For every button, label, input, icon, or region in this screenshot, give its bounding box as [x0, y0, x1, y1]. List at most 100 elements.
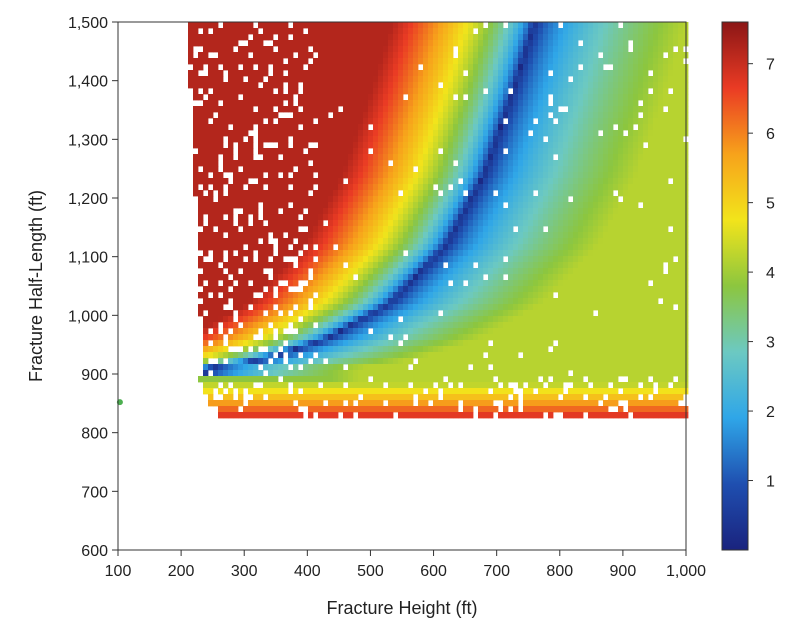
heatmap-cell — [433, 160, 439, 167]
heatmap-cell — [348, 280, 354, 287]
heatmap-cell — [598, 196, 604, 203]
heatmap-cell — [353, 244, 359, 251]
heatmap-cell — [268, 208, 274, 215]
heatmap-cell — [438, 106, 444, 113]
heatmap-cell — [543, 316, 549, 323]
heatmap-cell — [328, 124, 334, 131]
heatmap-cell — [373, 112, 379, 119]
heatmap-cell — [568, 52, 574, 59]
heatmap-cell — [628, 190, 634, 197]
heatmap-cell — [263, 100, 269, 107]
heatmap-cell — [443, 244, 449, 251]
heatmap-cell — [383, 46, 389, 53]
heatmap-cell — [308, 334, 314, 341]
heatmap-cell — [658, 40, 664, 47]
heatmap-cell — [283, 220, 289, 227]
heatmap-cell — [393, 124, 399, 131]
heatmap-cell — [278, 124, 284, 131]
heatmap-cell — [228, 94, 234, 101]
heatmap-cell — [593, 112, 599, 119]
heatmap-cell — [468, 94, 474, 101]
heatmap-cell — [258, 298, 264, 305]
heatmap-cell — [503, 106, 509, 113]
heatmap-cell — [588, 70, 594, 77]
heatmap-cell — [273, 256, 279, 263]
heatmap-cell — [418, 232, 424, 239]
heatmap-cell — [368, 292, 374, 299]
heatmap-cell — [198, 112, 204, 119]
heatmap-cell — [223, 328, 229, 335]
heatmap-cell — [498, 328, 504, 335]
heatmap-cell — [198, 238, 204, 245]
heatmap-cell — [208, 148, 214, 155]
heatmap-cell — [593, 286, 599, 293]
heatmap-cell — [338, 208, 344, 215]
heatmap-cell — [213, 124, 219, 131]
heatmap-cell — [528, 34, 534, 41]
heatmap-cell — [343, 76, 349, 83]
heatmap-cell — [628, 124, 634, 131]
heatmap-cell — [483, 106, 489, 113]
heatmap-cell — [373, 22, 379, 29]
heatmap-cell — [643, 106, 649, 113]
heatmap-cell — [278, 100, 284, 107]
heatmap-cell — [298, 130, 304, 137]
heatmap-cell — [238, 274, 244, 281]
heatmap-cell — [468, 160, 474, 167]
heatmap-cell — [448, 340, 454, 347]
heatmap-cell — [448, 256, 454, 263]
heatmap-cell — [618, 142, 624, 149]
heatmap-cell — [218, 238, 224, 245]
heatmap-cell — [273, 100, 279, 107]
heatmap-cell — [603, 202, 609, 209]
heatmap-cell — [338, 322, 344, 329]
heatmap-cell — [378, 58, 384, 65]
heatmap-cell — [303, 112, 309, 119]
heatmap-cell — [398, 34, 404, 41]
heatmap-cell — [588, 238, 594, 245]
heatmap-cell — [523, 154, 529, 161]
heatmap-cell — [678, 52, 684, 59]
heatmap-cell — [193, 88, 199, 95]
heatmap-cell — [303, 94, 309, 101]
heatmap-cell — [438, 100, 444, 107]
heatmap-cell — [218, 106, 224, 113]
heatmap-cell — [523, 64, 529, 71]
heatmap-cell — [633, 100, 639, 107]
heatmap-cell — [678, 262, 684, 269]
heatmap-cell — [393, 184, 399, 191]
heatmap-cell — [373, 280, 379, 287]
heatmap-cell — [468, 166, 474, 173]
heatmap-cell — [488, 334, 494, 341]
heatmap-cell — [378, 70, 384, 77]
heatmap-cell — [438, 232, 444, 239]
heatmap-cell — [373, 118, 379, 125]
heatmap-cell — [598, 304, 604, 311]
heatmap-cell — [223, 106, 229, 113]
heatmap-cell — [488, 64, 494, 71]
heatmap-cell — [378, 142, 384, 149]
heatmap-cell — [283, 154, 289, 161]
heatmap-cell — [628, 214, 634, 221]
heatmap-cell — [363, 256, 369, 263]
heatmap-cell — [488, 100, 494, 107]
heatmap-cell — [238, 118, 244, 125]
heatmap-cell — [243, 208, 249, 215]
heatmap-cell — [428, 328, 434, 335]
heatmap-cell — [513, 316, 519, 323]
heatmap-cell — [578, 76, 584, 83]
heatmap-cell — [558, 322, 564, 329]
heatmap-cell — [553, 178, 559, 185]
heatmap-cell — [563, 76, 569, 83]
heatmap-cell — [433, 328, 439, 335]
heatmap-cell — [483, 268, 489, 275]
heatmap-cell — [648, 100, 654, 107]
heatmap-cell — [228, 28, 234, 35]
heatmap-cell — [613, 244, 619, 251]
heatmap-cell — [358, 214, 364, 221]
heatmap-cell — [678, 124, 684, 131]
heatmap-cell — [648, 34, 654, 41]
heatmap-cell — [648, 256, 654, 263]
heatmap-cell — [553, 58, 559, 65]
heatmap-cell — [353, 142, 359, 149]
